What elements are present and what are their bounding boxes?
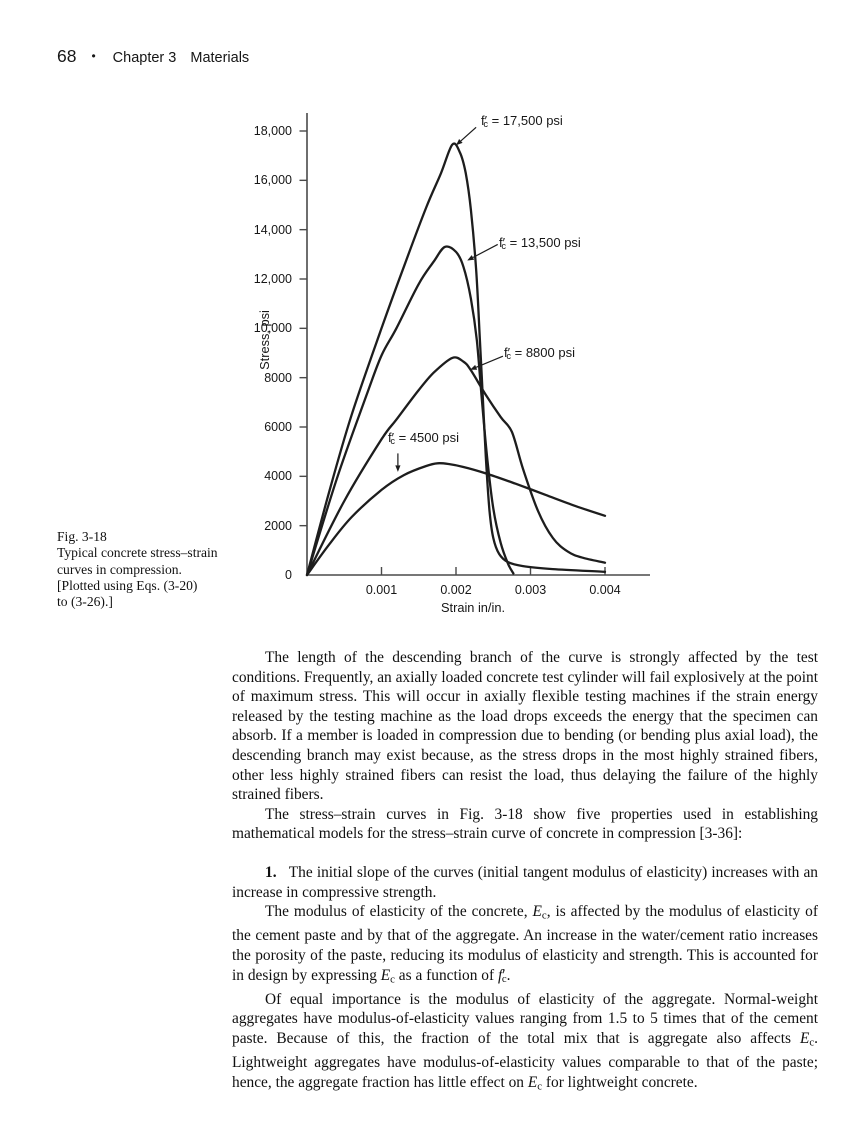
y-tick-label: 2000 — [264, 518, 292, 533]
annotation-arrow-line-fc_8800 — [475, 355, 504, 368]
curve-label-4500: f′c = 4500 psi — [388, 430, 459, 447]
annotation-arrowhead-fc_4500 — [395, 465, 401, 472]
x-tick-label: 0.001 — [365, 583, 398, 597]
body-text: The length of the descending branch of t… — [232, 648, 818, 1097]
x-tick-label: 0.003 — [514, 583, 547, 597]
bullet-separator: • — [91, 49, 96, 63]
annotation-arrowhead-fc_13500 — [467, 255, 475, 261]
y-tick-label: 12,000 — [253, 271, 292, 286]
x-axis-title: Strain in/in. — [440, 600, 506, 615]
annotation-arrow-line-fc_13500 — [472, 243, 498, 259]
curve-fc_13500 — [305, 245, 515, 577]
y-tick-label: 8000 — [264, 370, 292, 385]
annotation-arrowhead-fc_17500 — [456, 139, 463, 146]
x-tick-label: 0.004 — [589, 583, 621, 597]
paragraph-3: The modulus of elasticity of the concret… — [232, 903, 818, 986]
paragraph-1: The length of the descending branch of t… — [232, 649, 818, 804]
figure-caption: Fig. 3-18 Typical concrete stress–strain… — [57, 529, 218, 610]
y-tick-label: 18,000 — [253, 123, 292, 138]
curve-fc_4500 — [305, 462, 607, 577]
y-tick-label: 10,000 — [253, 321, 292, 336]
y-tick-label: 0 — [285, 568, 292, 582]
curve-fc_17500 — [305, 142, 607, 577]
page-number: 68 — [57, 46, 77, 66]
y-tick-label: 4000 — [264, 469, 292, 484]
chart-axes — [306, 113, 650, 576]
paragraph-2: The stress–strain curves in Fig. 3-18 sh… — [232, 805, 818, 843]
page-header: 68 • Chapter 3 Materials — [57, 46, 249, 67]
curve-label-13500: f′c = 13,500 psi — [499, 235, 581, 252]
chapter-label: Chapter 3 — [112, 50, 177, 66]
y-tick-label: 14,000 — [253, 222, 292, 237]
section-label: Materials — [190, 50, 250, 66]
list-item-1: 1. The initial slope of the curves (init… — [232, 863, 818, 901]
y-tick-label: 6000 — [264, 419, 292, 434]
curve-label-8800: f′c = 8800 psi — [504, 345, 575, 362]
paragraph-4: Of equal importance is the modulus of el… — [232, 990, 818, 1093]
annotation-arrowhead-fc_8800 — [470, 364, 478, 370]
curve-label-17500: f′c = 17,500 psi — [481, 113, 563, 130]
y-tick-label: 16,000 — [253, 173, 292, 188]
curve-fc_8800 — [305, 356, 607, 577]
x-tick-label: 0.002 — [440, 583, 472, 597]
annotation-arrow-line-fc_17500 — [460, 126, 477, 142]
y-axis-title: Stress, psi — [257, 310, 272, 370]
